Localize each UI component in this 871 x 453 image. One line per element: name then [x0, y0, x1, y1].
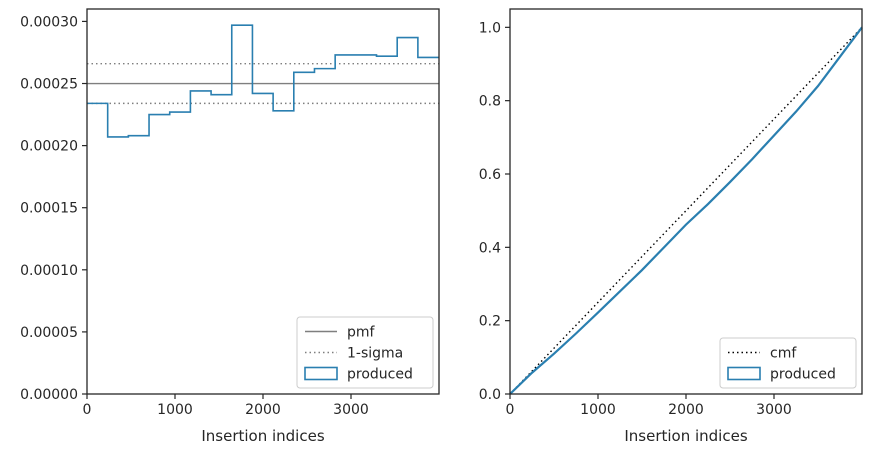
- y-tick-label: 0.00025: [20, 77, 78, 93]
- histogram-hlines: [87, 62, 439, 105]
- y-tick-label: 0.6: [479, 167, 501, 183]
- legend-label-1-sigma: 1-sigma: [347, 346, 403, 362]
- x-tick-label: 0: [506, 402, 515, 418]
- y-tick-label: 0.00015: [20, 201, 78, 217]
- legend-box: [296, 316, 434, 389]
- histogram-x-axis-label: Insertion indices: [201, 427, 324, 445]
- cumulative-series: [509, 26, 863, 395]
- y-tick-label: 0.00020: [20, 139, 78, 155]
- histogram-series: [87, 24, 439, 138]
- produced-curve: [509, 26, 863, 395]
- x-tick-label: 2000: [668, 402, 704, 418]
- x-tick-label: 2000: [245, 402, 281, 418]
- cumulative-panel: 0 1000 2000 3000 0.0 0.2 0.4 0.6 0.8 1.0 Inserti…: [479, 8, 863, 445]
- y-tick-label: 0.00000: [20, 387, 78, 403]
- produced-histogram-step: [87, 24, 439, 138]
- cumulative-axes-frame: [509, 8, 863, 395]
- cumulative-legend: cmf produced: [719, 337, 857, 389]
- legend-label-pmf: pmf: [347, 325, 376, 341]
- legend-label-produced: produced: [770, 367, 836, 383]
- histogram-panel: 0 1000 2000 3000 0.000000.000050.000100.000…: [20, 8, 440, 445]
- y-tick-label: 1.0: [479, 20, 501, 36]
- legend-box: [719, 337, 857, 389]
- x-tick-label: 3000: [756, 402, 792, 418]
- x-tick-label: 3000: [333, 402, 369, 418]
- cmf-curve: [509, 26, 863, 395]
- legend-handle-produced: [304, 366, 338, 381]
- y-tick-label: 0.00005: [20, 325, 78, 341]
- legend-label-produced: produced: [347, 367, 413, 383]
- legend-label-cmf: cmf: [770, 346, 797, 362]
- histogram-legend: pmf 1-sigma produced: [296, 316, 434, 389]
- x-tick-label: 1000: [580, 402, 616, 418]
- y-tick-label: 0.00030: [20, 14, 78, 30]
- y-tick-label: 0.4: [479, 240, 501, 256]
- y-tick-label: 0.8: [479, 94, 501, 110]
- x-tick-label: 1000: [157, 402, 193, 418]
- cumulative-x-ticks: 0 1000 2000 3000: [506, 394, 792, 418]
- histogram-x-ticks: 0 1000 2000 3000: [83, 394, 369, 418]
- y-tick-label: 0.2: [479, 314, 501, 330]
- legend-handle-produced: [727, 366, 761, 381]
- cumulative-y-ticks: 0.0 0.2 0.4 0.6 0.8 1.0: [479, 20, 510, 403]
- histogram-y-ticks: 0.00000 0.00005 0.00010 0.00015 0.00020 0.000…: [20, 14, 87, 403]
- y-tick-label: 0.00010: [20, 263, 78, 279]
- y-tick-label: 0.0: [479, 387, 501, 403]
- cumulative-x-axis-label: Insertion indices: [624, 427, 747, 445]
- x-tick-label: 0: [83, 402, 92, 418]
